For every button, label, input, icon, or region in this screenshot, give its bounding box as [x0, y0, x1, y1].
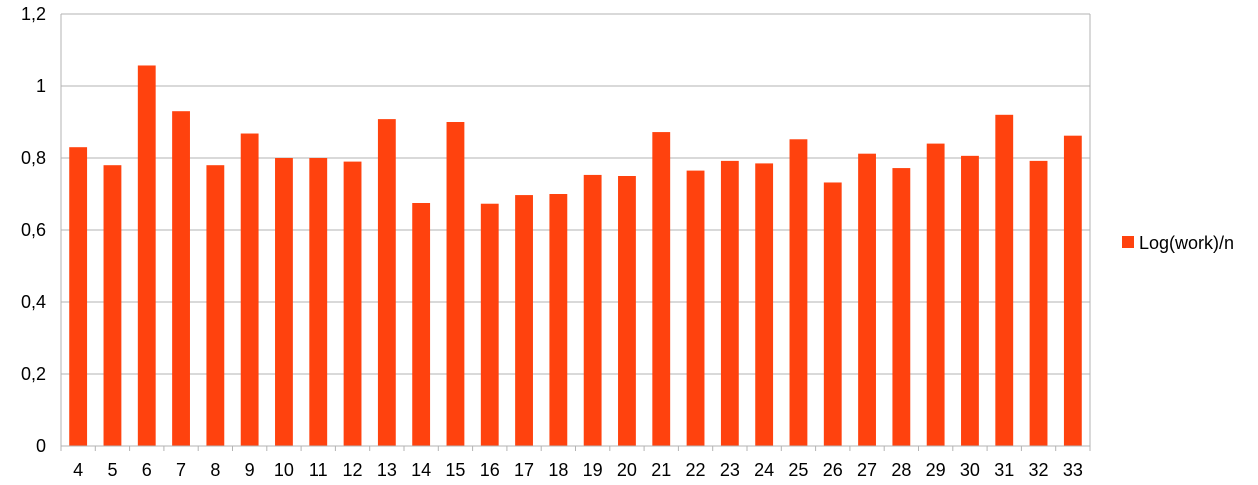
x-tick-label: 10	[274, 460, 294, 480]
x-tick-label: 12	[343, 460, 363, 480]
y-tick-label: 0,2	[21, 364, 46, 384]
bar	[755, 163, 774, 446]
x-tick-label: 30	[960, 460, 980, 480]
bar	[240, 133, 259, 446]
bar	[583, 174, 602, 447]
x-tick-label: 11	[309, 460, 328, 480]
x-tick-label: 31	[994, 460, 1014, 480]
x-tick-label: 4	[73, 460, 83, 480]
bar	[549, 194, 568, 446]
legend-label: Log(work)/n	[1139, 233, 1234, 253]
y-tick-label: 0,4	[21, 292, 46, 312]
bar	[69, 147, 88, 446]
legend-swatch	[1122, 236, 1134, 248]
bar	[823, 182, 842, 447]
x-tick-label: 32	[1029, 460, 1049, 480]
x-tick-label: 33	[1063, 460, 1083, 480]
bar	[343, 161, 362, 446]
bar	[137, 65, 156, 446]
bar	[686, 170, 705, 446]
bar	[961, 155, 979, 446]
x-tick-label: 25	[788, 460, 808, 480]
y-tick-label: 1	[36, 76, 46, 96]
bar	[720, 160, 739, 446]
x-tick-label: 7	[176, 460, 186, 480]
axes	[60, 14, 1091, 451]
bar	[926, 143, 945, 446]
bar	[515, 195, 533, 446]
bar	[789, 139, 808, 446]
bar	[309, 158, 328, 446]
y-tick-label: 0,8	[21, 148, 46, 168]
x-tick-label: 22	[686, 460, 706, 480]
legend: Log(work)/n	[1122, 233, 1234, 253]
bar	[618, 176, 636, 446]
gridlines	[61, 13, 1090, 447]
bar	[858, 153, 876, 446]
bars	[69, 65, 1082, 447]
bar	[206, 165, 225, 446]
x-tick-label: 13	[377, 460, 397, 480]
x-tick-label: 21	[651, 460, 671, 480]
x-tick-label: 14	[411, 460, 431, 480]
x-tick-label: 27	[857, 460, 877, 480]
bar	[892, 168, 911, 446]
y-tick-labels: 0 0,2 0,4 0,6 0,8 1 1,2	[21, 4, 46, 456]
bar	[275, 158, 293, 446]
bar	[412, 203, 431, 446]
bar	[377, 119, 396, 447]
x-tick-label: 19	[583, 460, 603, 480]
bar	[446, 122, 465, 446]
x-tick-label: 23	[720, 460, 740, 480]
y-tick-label: 0,6	[21, 220, 46, 240]
x-tick-label: 17	[514, 460, 534, 480]
x-tick-labels: 4 5 6 7 8 9 10 11 12 13 14 15 16 17 18 19 20 21 22 23 24 25 26…	[73, 460, 1083, 480]
bar	[1063, 135, 1082, 446]
x-tick-label: 8	[210, 460, 220, 480]
x-tick-label: 6	[142, 460, 152, 480]
x-tick-label: 28	[891, 460, 911, 480]
bar	[103, 165, 122, 446]
x-tick-label: 18	[548, 460, 568, 480]
y-tick-label: 1,2	[21, 4, 46, 24]
bar	[652, 132, 671, 446]
bar	[172, 111, 190, 446]
x-tick-label: 20	[617, 460, 637, 480]
x-tick-label: 29	[926, 460, 946, 480]
x-tick-label: 9	[245, 460, 255, 480]
bar	[480, 203, 499, 446]
bar	[1029, 160, 1048, 446]
x-tick-label: 16	[480, 460, 500, 480]
x-tick-label: 5	[107, 460, 117, 480]
y-tick-label: 0	[36, 436, 46, 456]
x-tick-label: 26	[823, 460, 843, 480]
bar	[995, 114, 1014, 447]
x-tick-label: 24	[754, 460, 774, 480]
x-tick-label: 15	[445, 460, 465, 480]
